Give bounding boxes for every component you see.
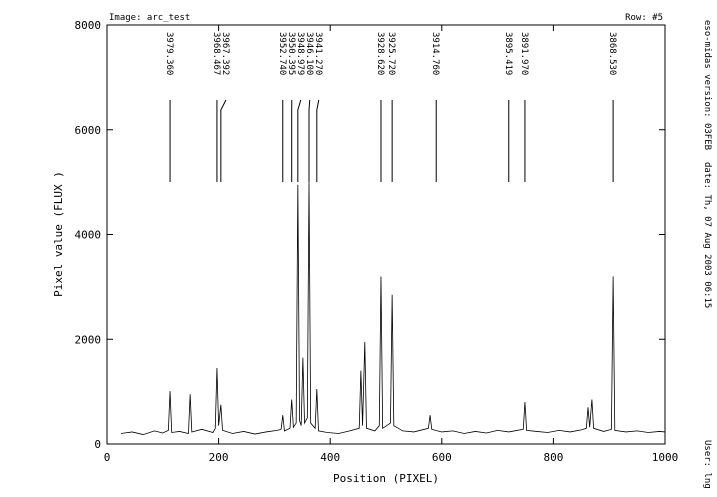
line-id-connector (308, 99, 311, 111)
y-tick-label: 0 (94, 438, 101, 451)
line-id-label: 3967.392 (220, 32, 230, 75)
y-tick-label: 8000 (75, 19, 102, 32)
y-tick-label: 6000 (75, 124, 102, 137)
x-tick-label: 1000 (652, 451, 679, 464)
line-id-label: 3968.467 (211, 32, 221, 75)
side-text: eso-midas version: 03FEB (702, 20, 712, 150)
line-id-label: 3950.395 (286, 32, 296, 75)
line-id-label: 3868.530 (607, 32, 617, 75)
line-id-label: 3925.720 (386, 32, 396, 75)
line-id-label: 3946.100 (304, 32, 314, 75)
line-id-label: 3941.270 (313, 32, 323, 75)
x-tick-label: 400 (320, 451, 340, 464)
y-tick-label: 4000 (75, 229, 102, 242)
y-axis-label: Pixel value (FLUX ) (52, 171, 65, 297)
x-axis-label: Position (PIXEL) (333, 472, 439, 485)
line-id-connector (220, 99, 227, 111)
line-id-label: 3952.740 (277, 32, 287, 75)
line-id-label: 3914.760 (430, 32, 440, 75)
x-tick-label: 600 (432, 451, 452, 464)
line-id-label: 3928.620 (375, 32, 385, 75)
y-tick-label: 2000 (75, 333, 102, 346)
line-id-label: 3895.419 (503, 32, 513, 75)
x-tick-label: 200 (209, 451, 229, 464)
x-tick-label: 0 (104, 451, 111, 464)
header-right: Row: #5 (625, 13, 663, 23)
side-text: User: lng (702, 440, 712, 489)
line-id-label: 3948.979 (295, 32, 305, 75)
spectrum-line (120, 182, 666, 435)
plot-frame (106, 24, 666, 445)
header-left: Image: arc_test (109, 13, 190, 23)
line-id-connector (297, 99, 302, 111)
line-id-label: 3979.360 (164, 32, 174, 75)
line-id-label: 3891.970 (519, 32, 529, 75)
line-id-connector (316, 99, 320, 111)
x-tick-label: 800 (543, 451, 563, 464)
side-text: date: Th, 07 Aug 2003 06:15 (702, 162, 712, 308)
